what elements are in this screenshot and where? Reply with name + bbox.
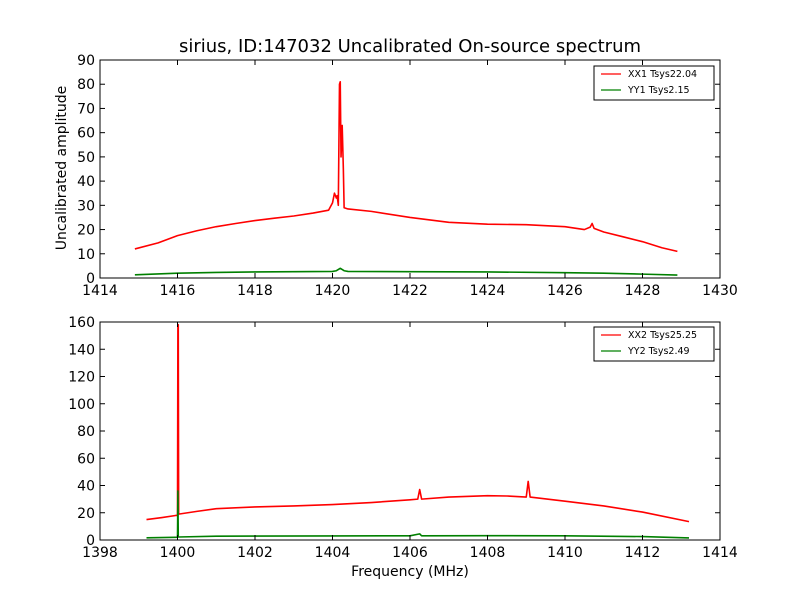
x-tick-label: 1430 xyxy=(702,283,738,299)
y-tick-label: 40 xyxy=(77,174,95,190)
legend-entry: YY1 Tsys2.15 xyxy=(627,85,690,96)
y-tick-label: 60 xyxy=(77,126,95,142)
y-tick-label: 20 xyxy=(77,506,95,522)
y-tick-label: 90 xyxy=(77,53,95,69)
bottom-subplot: Frequency (MHz) 1398 1400 1402 1404 1406 1408… xyxy=(68,315,738,580)
y-tick-label: 0 xyxy=(86,271,95,287)
legend: XX1 Tsys22.04 YY1 Tsys2.15 xyxy=(593,65,715,101)
series-layer xyxy=(134,81,678,276)
tick-layer: 1398 1400 1402 1404 1406 1408 1410 1412 1414 0 20 4… xyxy=(68,315,738,561)
x-tick-label: 1402 xyxy=(237,545,273,561)
series-line-1 xyxy=(146,323,690,523)
legend-entry: XX2 Tsys25.25 xyxy=(628,330,697,341)
x-tick-label: 1426 xyxy=(547,283,583,299)
y-axis-label: Uncalibrated amplitude xyxy=(54,86,70,251)
y-tick-label: 40 xyxy=(77,479,95,495)
y-tick-label: 60 xyxy=(77,451,95,467)
tick-layer: 1414 1416 1418 1420 1422 1424 1426 1428 1430 0 10 2… xyxy=(77,53,738,299)
x-tick-label: 1414 xyxy=(82,283,118,299)
x-axis-label: Frequency (MHz) xyxy=(351,564,469,580)
top-subplot: sirius, ID:147032 Uncalibrated On-source… xyxy=(54,36,738,299)
x-tick-label: 1420 xyxy=(315,283,351,299)
x-tick-label: 1414 xyxy=(702,545,738,561)
y-tick-label: 160 xyxy=(68,315,95,331)
x-tick-label: 1406 xyxy=(392,545,428,561)
y-tick-label: 0 xyxy=(86,533,95,549)
x-tick-label: 1412 xyxy=(625,545,661,561)
x-tick-label: 1404 xyxy=(315,545,351,561)
legend-entry: YY2 Tsys2.49 xyxy=(627,346,690,357)
y-tick-label: 120 xyxy=(68,370,95,386)
legend-box xyxy=(593,65,715,101)
y-tick-label: 140 xyxy=(68,342,95,358)
y-tick-label: 10 xyxy=(77,247,95,263)
chart-title: sirius, ID:147032 Uncalibrated On-source… xyxy=(179,36,641,57)
x-tick-label: 1418 xyxy=(237,283,273,299)
y-tick-label: 100 xyxy=(68,397,95,413)
x-tick-label: 1398 xyxy=(82,545,118,561)
y-tick-label: 20 xyxy=(77,223,95,239)
legend-box xyxy=(593,326,715,362)
series-line-1 xyxy=(134,81,678,253)
y-tick-label: 70 xyxy=(77,101,95,117)
x-tick-label: 1410 xyxy=(547,545,583,561)
series-line-2 xyxy=(134,267,678,276)
y-tick-label: 50 xyxy=(77,150,95,166)
y-tick-label: 30 xyxy=(77,198,95,214)
x-tick-label: 1400 xyxy=(160,545,196,561)
x-tick-label: 1428 xyxy=(625,283,661,299)
x-tick-label: 1422 xyxy=(392,283,428,299)
legend: XX2 Tsys25.25 YY2 Tsys2.49 xyxy=(593,326,715,362)
x-tick-label: 1416 xyxy=(160,283,196,299)
x-tick-label: 1408 xyxy=(470,545,506,561)
legend-entry: XX1 Tsys22.04 xyxy=(628,69,697,80)
y-tick-label: 80 xyxy=(77,424,95,440)
x-tick-label: 1424 xyxy=(470,283,506,299)
y-tick-label: 80 xyxy=(77,77,95,93)
